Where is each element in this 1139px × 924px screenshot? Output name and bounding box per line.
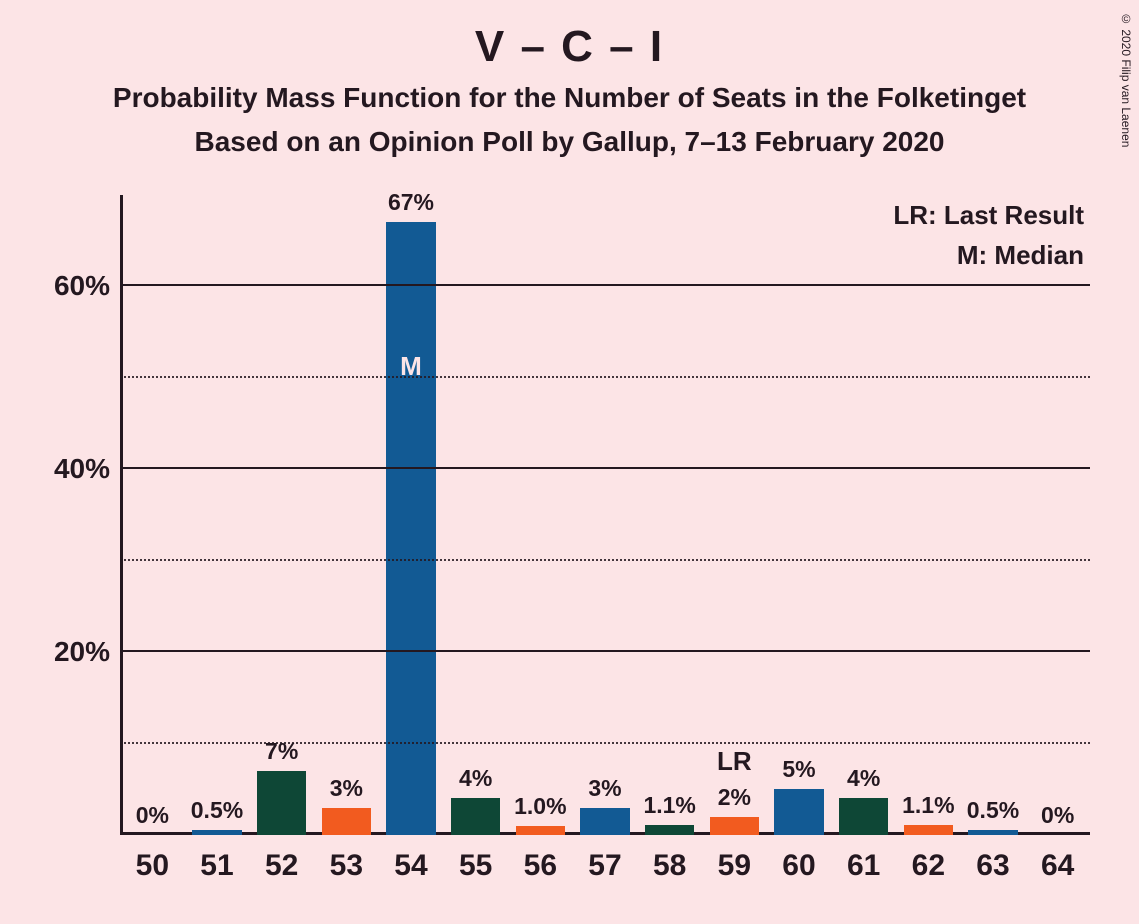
x-tick-label: 63	[976, 835, 1009, 883]
x-tick-label: 62	[912, 835, 945, 883]
gridline-major	[120, 284, 1090, 286]
bar-value-label: 0%	[136, 802, 169, 829]
gridline-major	[120, 467, 1090, 469]
bar	[710, 817, 759, 835]
bar-slot: 0%50	[120, 195, 185, 835]
y-tick-label: 40%	[54, 453, 120, 485]
x-tick-label: 61	[847, 835, 880, 883]
bar-slot: 1.1%58	[637, 195, 702, 835]
x-tick-label: 58	[653, 835, 686, 883]
bar-value-label: 67%	[388, 189, 434, 216]
gridline-minor	[120, 742, 1090, 744]
bar-value-label: 4%	[847, 765, 880, 792]
bar	[516, 826, 565, 835]
y-tick-label: 20%	[54, 636, 120, 668]
gridline-minor	[120, 559, 1090, 561]
bar-value-label: 1.1%	[643, 792, 695, 819]
bar-value-label: 3%	[588, 775, 621, 802]
bar-slot: 1.0%56	[508, 195, 573, 835]
bar	[774, 789, 823, 835]
x-tick-label: 64	[1041, 835, 1074, 883]
bar	[904, 825, 953, 835]
bar	[451, 798, 500, 835]
y-tick-label: 60%	[54, 270, 120, 302]
bar-slot: 0.5%51	[185, 195, 250, 835]
bar-slot: 7%52	[249, 195, 314, 835]
bar-slot: 0.5%63	[961, 195, 1026, 835]
gridline-major	[120, 650, 1090, 652]
x-tick-label: 54	[394, 835, 427, 883]
bar-value-label: 1.1%	[902, 792, 954, 819]
last-result-marker: LR	[717, 746, 752, 777]
bar	[645, 825, 694, 835]
bar-slot: 5%60	[767, 195, 832, 835]
bar-value-label: 0.5%	[967, 797, 1019, 824]
chart-plot-area: LR: Last Result M: Median 0%500.5%517%52…	[120, 195, 1090, 835]
bar-slot: 3%57	[573, 195, 638, 835]
x-tick-label: 50	[136, 835, 169, 883]
bar-slot: 3%53	[314, 195, 379, 835]
bar-value-label: 0.5%	[191, 797, 243, 824]
bar-value-label: 4%	[459, 765, 492, 792]
bar-slot: LR2%59	[702, 195, 767, 835]
copyright-text: © 2020 Filip van Laenen	[1119, 12, 1133, 147]
x-tick-label: 59	[718, 835, 751, 883]
x-tick-label: 57	[588, 835, 621, 883]
gridline-minor	[120, 376, 1090, 378]
bar-slot: 4%61	[831, 195, 896, 835]
bars-container: 0%500.5%517%523%53M67%544%551.0%563%571.…	[120, 195, 1090, 835]
bar-slot: 1.1%62	[896, 195, 961, 835]
bar	[580, 808, 629, 835]
x-tick-label: 51	[200, 835, 233, 883]
bar	[839, 798, 888, 835]
bar-value-label: 0%	[1041, 802, 1074, 829]
x-tick-label: 52	[265, 835, 298, 883]
bar	[257, 771, 306, 835]
x-tick-label: 55	[459, 835, 492, 883]
bar-value-label: 2%	[718, 784, 751, 811]
x-tick-label: 56	[524, 835, 557, 883]
title-block: V – C – I Probability Mass Function for …	[0, 0, 1139, 158]
x-tick-label: 60	[782, 835, 815, 883]
bar-value-label: 1.0%	[514, 793, 566, 820]
bar-value-label: 3%	[330, 775, 363, 802]
bar-slot: 0%64	[1025, 195, 1090, 835]
bar-value-label: 5%	[782, 756, 815, 783]
bar-slot: 4%55	[443, 195, 508, 835]
chart-subtitle-2: Based on an Opinion Poll by Gallup, 7–13…	[0, 126, 1139, 158]
bar-slot: M67%54	[379, 195, 444, 835]
bar	[322, 808, 371, 835]
x-tick-label: 53	[330, 835, 363, 883]
chart-subtitle-1: Probability Mass Function for the Number…	[0, 82, 1139, 114]
chart-title: V – C – I	[0, 22, 1139, 72]
